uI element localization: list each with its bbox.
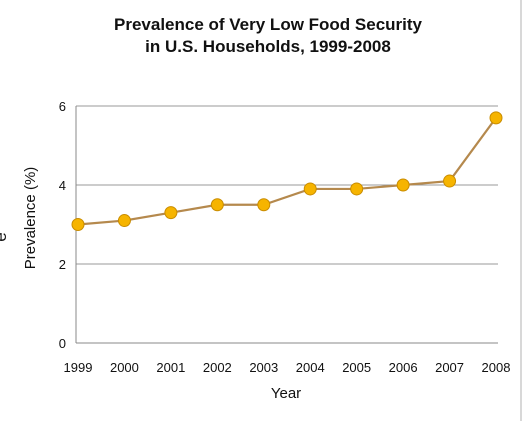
data-point — [164, 206, 178, 220]
chart-title-line-1: Prevalence of Very Low Food Security — [114, 15, 423, 34]
data-point — [210, 198, 224, 212]
data-point — [443, 174, 457, 188]
x-axis-label: Year — [271, 385, 301, 402]
y-tick-label: 2 — [59, 257, 66, 272]
x-tick-label: 2008 — [482, 360, 511, 375]
data-point — [71, 218, 85, 231]
y-tick-labels: 0 2 4 6 — [59, 99, 66, 351]
data-point — [117, 214, 131, 228]
y-tick-label: 4 — [59, 178, 66, 193]
data-point — [303, 182, 317, 196]
x-tick-label: 2006 — [389, 360, 418, 375]
data-point — [350, 182, 364, 196]
x-tick-label: 2007 — [435, 360, 464, 375]
edge-glyph: e — [0, 232, 10, 241]
gridlines — [76, 105, 498, 265]
x-tick-labels: 1999 2000 2001 2002 2003 2004 2005 2006 2007 2008 — [64, 360, 511, 375]
data-point — [396, 178, 410, 192]
x-tick-label: 2005 — [342, 360, 371, 375]
x-tick-label: 2004 — [296, 360, 325, 375]
x-tick-label: 2003 — [249, 360, 278, 375]
chart-title-line-2: in U.S. Households, 1999-2008 — [145, 37, 391, 56]
data-point — [489, 111, 503, 125]
x-tick-label: 2002 — [203, 360, 232, 375]
x-tick-label: 2000 — [110, 360, 139, 375]
data-point — [257, 198, 271, 212]
y-axis-label: Prevalence (%) — [22, 167, 39, 270]
series-line — [77, 117, 497, 226]
y-tick-label: 6 — [59, 99, 66, 114]
y-tick-label: 0 — [59, 336, 66, 351]
x-tick-label: 2001 — [156, 360, 185, 375]
data-points — [71, 111, 503, 231]
x-tick-label: 1999 — [64, 360, 93, 375]
